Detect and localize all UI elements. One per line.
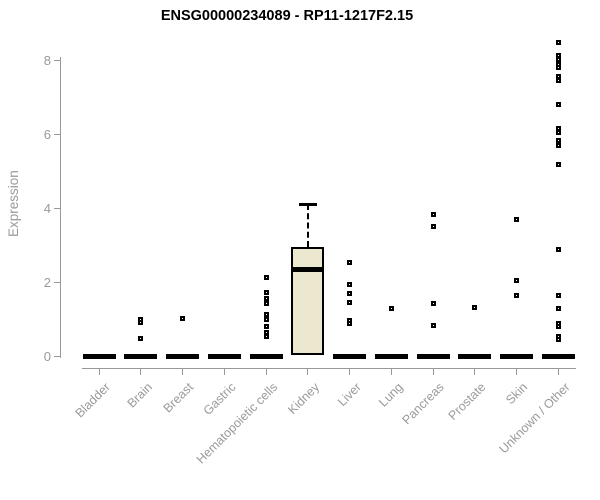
outlier-point — [347, 300, 353, 306]
outlier-point — [180, 316, 186, 322]
x-axis-tick — [140, 368, 142, 375]
outlier-point — [555, 305, 561, 311]
x-axis-tick — [432, 368, 434, 375]
outlier-point — [263, 289, 269, 295]
outlier-point — [555, 324, 561, 330]
boxplot-flat-box — [166, 354, 200, 359]
x-tick-label: Bladder — [72, 380, 113, 421]
y-axis-tick — [53, 356, 60, 357]
y-tick-label: 8 — [43, 53, 51, 68]
outlier-point — [555, 130, 561, 136]
outlier-point — [347, 320, 353, 326]
outlier-point — [263, 274, 269, 280]
boxplot-flat-box — [374, 354, 408, 359]
y-axis-title: Expression — [6, 170, 21, 237]
boxplot-flat-box — [207, 354, 241, 359]
outlier-point — [555, 102, 561, 108]
x-axis-tick — [265, 368, 267, 375]
outlier-point — [347, 291, 353, 297]
x-axis-tick — [182, 368, 184, 375]
y-axis-tick — [53, 208, 60, 209]
x-tick-label: Liver — [334, 380, 364, 410]
boxplot-flat-box — [249, 354, 283, 359]
x-axis-tick — [307, 368, 309, 375]
outlier-point — [555, 56, 561, 62]
outlier-point — [555, 161, 561, 167]
x-tick-label: Brain — [124, 380, 155, 411]
outlier-point — [263, 329, 269, 335]
outlier-point — [263, 300, 269, 306]
x-tick-label: Prostate — [446, 380, 489, 423]
x-tick-label: Pancreas — [399, 380, 448, 428]
boxplot-box — [291, 246, 325, 355]
x-tick-label: Kidney — [284, 380, 322, 417]
outlier-point — [430, 323, 436, 329]
outlier-point — [263, 296, 269, 302]
boxplot-flat-box — [500, 354, 534, 359]
outlier-point — [347, 282, 353, 288]
outlier-point — [430, 224, 436, 230]
x-axis-tick — [516, 368, 518, 375]
x-tick-label: Hematopoietic cells — [193, 380, 280, 467]
boxplot-upper-whisker — [306, 204, 309, 247]
outlier-point — [555, 337, 561, 343]
chart-title: ENSG00000234089 - RP11-1217F2.15 — [160, 8, 414, 24]
outlier-point — [555, 292, 561, 298]
outlier-point — [555, 143, 561, 149]
x-tick-label: Lung — [375, 380, 406, 410]
outlier-point — [430, 211, 436, 217]
y-tick-label: 0 — [43, 349, 51, 364]
x-axis-tick — [223, 368, 225, 375]
boxplot-flat-box — [458, 354, 492, 359]
outlier-point — [263, 334, 269, 340]
x-axis-tick — [349, 368, 351, 375]
outlier-point — [430, 300, 436, 306]
boxplot-flat-box — [541, 354, 575, 359]
outlier-point — [555, 73, 561, 79]
x-axis-line — [82, 368, 576, 369]
outlier-point — [347, 260, 353, 266]
y-axis-tick — [53, 60, 60, 61]
x-tick-label: Breast — [160, 380, 197, 416]
x-axis-tick — [557, 368, 559, 375]
x-axis-tick — [98, 368, 100, 375]
x-axis-tick — [390, 368, 392, 375]
outlier-point — [555, 246, 561, 252]
x-tick-label: Gastric — [200, 380, 239, 418]
outlier-point — [263, 324, 269, 330]
boxplot-flat-box — [124, 354, 158, 359]
outlier-point — [263, 317, 269, 322]
outlier-point — [514, 292, 520, 298]
outlier-point — [514, 278, 520, 284]
outlier-point — [138, 336, 144, 342]
outlier-point — [555, 78, 561, 84]
boxplot-whisker-cap — [298, 202, 317, 206]
boxplot-flat-box — [82, 354, 116, 359]
outlier-point — [138, 319, 144, 325]
outlier-point — [388, 305, 394, 311]
outlier-point — [555, 125, 561, 131]
y-axis-line — [59, 57, 61, 358]
outlier-point — [555, 39, 561, 45]
outlier-point — [263, 312, 269, 318]
y-tick-label: 2 — [43, 275, 51, 290]
x-tick-label: Skin — [503, 380, 531, 408]
y-tick-label: 6 — [43, 127, 51, 142]
y-tick-label: 4 — [43, 201, 51, 216]
outlier-point — [555, 65, 561, 71]
outlier-point — [514, 217, 520, 223]
x-axis-tick — [474, 368, 476, 375]
outlier-point — [472, 304, 478, 310]
boxplot-median-line — [291, 267, 325, 273]
boxplot-flat-box — [333, 354, 367, 359]
y-axis-tick — [53, 134, 60, 135]
y-axis-tick — [53, 282, 60, 283]
boxplot-flat-box — [416, 354, 450, 359]
outlier-point — [555, 137, 561, 143]
